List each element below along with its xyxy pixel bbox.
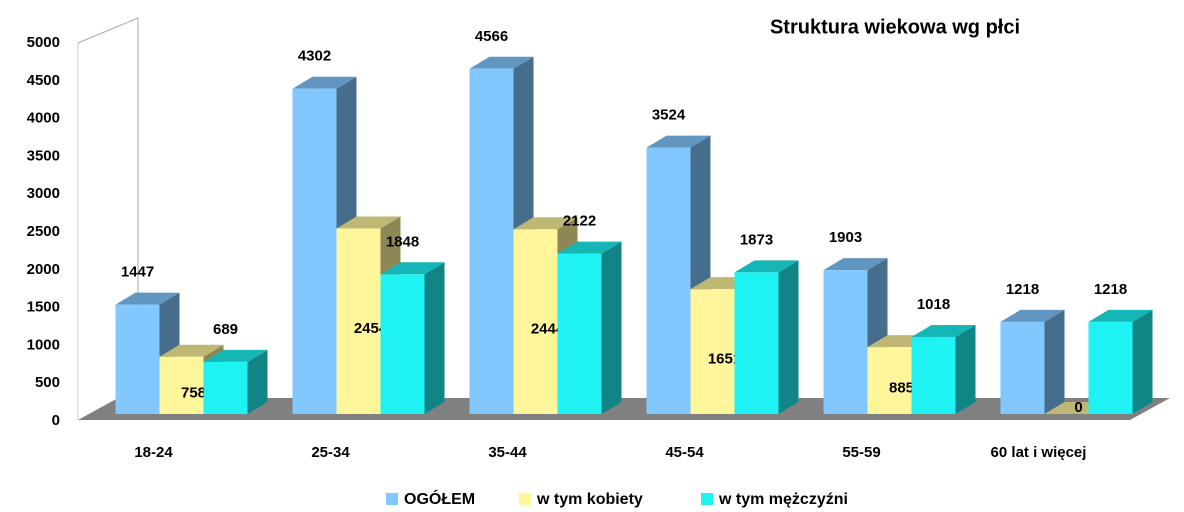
bar-top <box>557 241 622 254</box>
bar-side <box>955 325 976 414</box>
value-label: 2444 <box>531 321 565 338</box>
bar-top <box>513 217 578 230</box>
bar-side <box>778 260 799 414</box>
value-label: 1848 <box>386 233 419 250</box>
y-tick-label: 2500 <box>27 223 60 240</box>
bar <box>513 229 558 414</box>
value-label: 1873 <box>740 231 773 248</box>
bar <box>469 68 514 415</box>
value-label: 2454 <box>354 320 388 337</box>
y-tick-label: 1000 <box>27 336 60 353</box>
legend-label: w tym mężczyźni <box>718 491 848 508</box>
bar <box>646 147 691 414</box>
value-label: 1903 <box>829 229 862 246</box>
bar-side <box>1132 309 1153 414</box>
bar <box>734 272 779 414</box>
bar <box>115 304 160 414</box>
value-label: 0 <box>1074 399 1082 416</box>
bar-top <box>380 262 445 275</box>
legend-label: OGÓŁEM <box>404 489 475 508</box>
y-tick-label: 5000 <box>27 34 60 51</box>
bar-top <box>292 76 357 89</box>
bar-top <box>469 56 534 69</box>
y-tick-label: 3500 <box>27 147 60 164</box>
x-tick-label: 35-44 <box>488 444 527 461</box>
bar-top <box>1088 309 1153 322</box>
bar <box>823 270 868 414</box>
x-tick-label: 55-59 <box>842 444 880 461</box>
x-tick-label: 25-34 <box>311 444 350 461</box>
bar <box>203 361 248 414</box>
bar <box>159 356 204 414</box>
x-tick-label: 45-54 <box>665 444 704 461</box>
value-label: 885 <box>889 380 914 397</box>
legend-label: w tym kobiety <box>536 491 643 508</box>
chart-title: Struktura wiekowa wg płci <box>770 16 1020 38</box>
bar <box>867 347 912 414</box>
bar-top <box>734 260 799 273</box>
bar <box>557 253 602 414</box>
y-tick-label: 2000 <box>27 261 60 278</box>
bar-top <box>115 292 180 305</box>
value-label: 1218 <box>1094 281 1127 298</box>
bar <box>1088 321 1133 414</box>
bar-top <box>336 216 401 229</box>
value-label: 1218 <box>1006 281 1039 298</box>
y-tick-label: 0 <box>52 412 60 429</box>
legend-swatch <box>519 493 531 505</box>
value-label: 1651 <box>708 351 741 368</box>
bar-side <box>424 262 445 414</box>
y-tick-label: 4000 <box>27 110 60 127</box>
bar-top <box>159 344 224 357</box>
bar <box>380 274 425 414</box>
bar-top <box>1000 309 1065 322</box>
y-tick-label: 4500 <box>27 72 60 89</box>
value-label: 2122 <box>563 213 596 230</box>
bar-top <box>203 349 268 362</box>
value-label: 1447 <box>121 264 154 281</box>
y-tick-label: 1500 <box>27 299 60 316</box>
value-label: 689 <box>213 321 238 338</box>
bar-side <box>247 349 268 414</box>
back-wall <box>77 17 139 398</box>
bar <box>336 228 381 414</box>
x-tick-label: 18-24 <box>134 444 173 461</box>
value-label: 4566 <box>475 28 508 45</box>
bar <box>292 88 337 414</box>
bar-side <box>1044 309 1065 414</box>
value-label: 758 <box>181 384 206 401</box>
legend-swatch <box>386 493 398 505</box>
bar-top <box>823 258 888 271</box>
bar <box>690 289 735 414</box>
y-tick-label: 3000 <box>27 185 60 202</box>
x-tick-label: 60 lat i więcej <box>991 444 1087 461</box>
bar <box>1000 321 1045 414</box>
y-tick-label: 500 <box>35 374 60 391</box>
legend-swatch <box>701 493 713 505</box>
bar-top <box>911 325 976 338</box>
bar-top <box>646 135 711 148</box>
bar <box>911 337 956 414</box>
value-label: 3524 <box>652 107 686 124</box>
value-label: 1018 <box>917 296 950 313</box>
value-label: 4302 <box>298 48 331 65</box>
bar-side <box>601 241 622 414</box>
